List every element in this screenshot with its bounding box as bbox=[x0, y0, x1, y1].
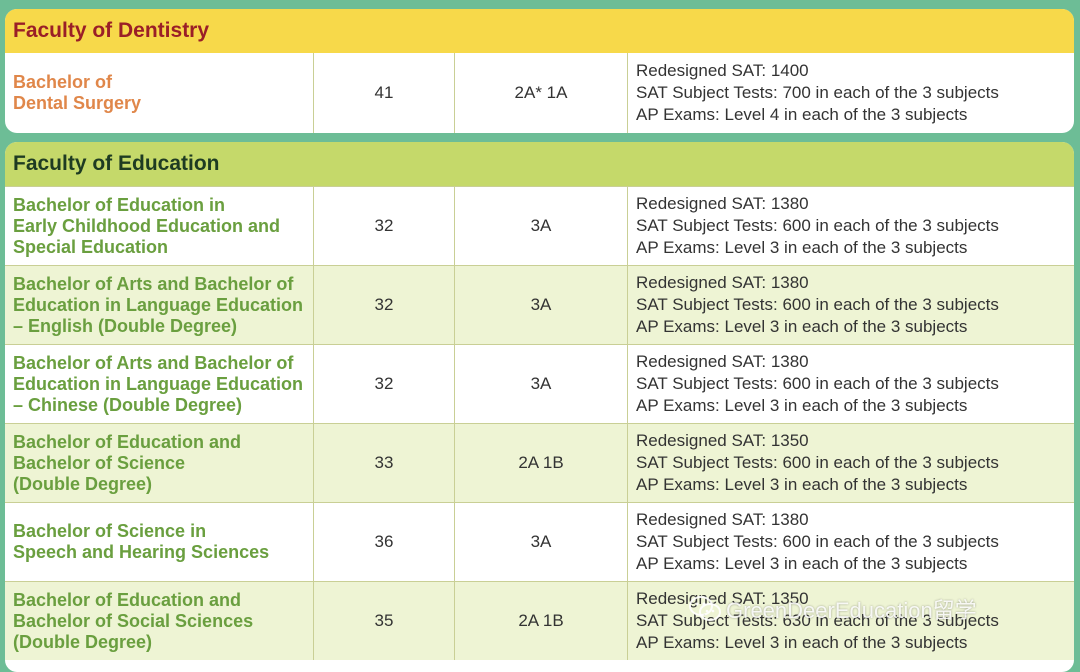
table-row: Bachelor of Education and Bachelor of Sc… bbox=[5, 423, 1074, 502]
sat-requirement: Redesigned SAT: 1380 bbox=[636, 273, 809, 292]
ib-score: 32 bbox=[314, 266, 455, 344]
faculty-title: Faculty of Education bbox=[5, 142, 1074, 186]
ib-score: 41 bbox=[314, 53, 455, 133]
ap-requirement: AP Exams: Level 3 in each of the 3 subje… bbox=[636, 396, 968, 415]
ib-score: 32 bbox=[314, 345, 455, 423]
faculty-dentistry-card: Faculty of Dentistry Bachelor of Dental … bbox=[5, 9, 1074, 133]
sat-requirement: Redesigned SAT: 1380 bbox=[636, 352, 809, 371]
sat-requirement: Redesigned SAT: 1350 bbox=[636, 589, 809, 608]
sat-subject-requirement: SAT Subject Tests: 630 in each of the 3 … bbox=[636, 611, 999, 630]
sat-subject-requirement: SAT Subject Tests: 600 in each of the 3 … bbox=[636, 374, 999, 393]
ib-score: 36 bbox=[314, 503, 455, 581]
sat-requirement: Redesigned SAT: 1400 bbox=[636, 61, 809, 80]
faculty-title: Faculty of Dentistry bbox=[5, 9, 1074, 53]
table-row: Bachelor of Arts and Bachelor of Educati… bbox=[5, 265, 1074, 344]
alevel-grades: 2A 1B bbox=[455, 424, 628, 502]
ap-requirement: AP Exams: Level 3 in each of the 3 subje… bbox=[636, 633, 968, 652]
programme-name: Bachelor of Arts and Bachelor of Educati… bbox=[5, 345, 314, 423]
table-row: Bachelor of Dental Surgery 41 2A* 1A Red… bbox=[5, 53, 1074, 133]
ap-requirement: AP Exams: Level 3 in each of the 3 subje… bbox=[636, 475, 968, 494]
sat-requirement: Redesigned SAT: 1380 bbox=[636, 194, 809, 213]
programme-name: Bachelor of Dental Surgery bbox=[5, 53, 314, 133]
us-requirements: Redesigned SAT: 1350 SAT Subject Tests: … bbox=[628, 424, 1074, 502]
alevel-grades: 2A* 1A bbox=[455, 53, 628, 133]
programme-name: Bachelor of Science in Speech and Hearin… bbox=[5, 503, 314, 581]
ib-score: 32 bbox=[314, 187, 455, 265]
ib-score: 35 bbox=[314, 582, 455, 660]
ap-requirement: AP Exams: Level 3 in each of the 3 subje… bbox=[636, 554, 968, 573]
sat-subject-requirement: SAT Subject Tests: 600 in each of the 3 … bbox=[636, 216, 999, 235]
sat-subject-requirement: SAT Subject Tests: 700 in each of the 3 … bbox=[636, 83, 999, 102]
us-requirements: Redesigned SAT: 1380 SAT Subject Tests: … bbox=[628, 266, 1074, 344]
us-requirements: Redesigned SAT: 1380 SAT Subject Tests: … bbox=[628, 345, 1074, 423]
alevel-grades: 3A bbox=[455, 345, 628, 423]
programme-name: Bachelor of Education and Bachelor of So… bbox=[5, 582, 314, 660]
alevel-grades: 3A bbox=[455, 503, 628, 581]
table-row: Bachelor of Arts and Bachelor of Educati… bbox=[5, 344, 1074, 423]
us-requirements: Redesigned SAT: 1380 SAT Subject Tests: … bbox=[628, 503, 1074, 581]
sat-requirement: Redesigned SAT: 1350 bbox=[636, 431, 809, 450]
table-row: Bachelor of Education in Early Childhood… bbox=[5, 186, 1074, 265]
sat-subject-requirement: SAT Subject Tests: 600 in each of the 3 … bbox=[636, 453, 999, 472]
ib-score: 33 bbox=[314, 424, 455, 502]
sat-subject-requirement: SAT Subject Tests: 600 in each of the 3 … bbox=[636, 532, 999, 551]
programme-name: Bachelor of Education and Bachelor of Sc… bbox=[5, 424, 314, 502]
ap-requirement: AP Exams: Level 4 in each of the 3 subje… bbox=[636, 105, 968, 124]
us-requirements: Redesigned SAT: 1350 SAT Subject Tests: … bbox=[628, 582, 1074, 660]
sat-subject-requirement: SAT Subject Tests: 600 in each of the 3 … bbox=[636, 295, 999, 314]
ap-requirement: AP Exams: Level 3 in each of the 3 subje… bbox=[636, 238, 968, 257]
programme-name: Bachelor of Arts and Bachelor of Educati… bbox=[5, 266, 314, 344]
faculty-education-card: Faculty of Education Bachelor of Educati… bbox=[5, 142, 1074, 672]
us-requirements: Redesigned SAT: 1380 SAT Subject Tests: … bbox=[628, 187, 1074, 265]
sat-requirement: Redesigned SAT: 1380 bbox=[636, 510, 809, 529]
alevel-grades: 3A bbox=[455, 266, 628, 344]
table-row: Bachelor of Science in Speech and Hearin… bbox=[5, 502, 1074, 581]
programme-name: Bachelor of Education in Early Childhood… bbox=[5, 187, 314, 265]
ap-requirement: AP Exams: Level 3 in each of the 3 subje… bbox=[636, 317, 968, 336]
table-row: Bachelor of Education and Bachelor of So… bbox=[5, 581, 1074, 660]
us-requirements: Redesigned SAT: 1400 SAT Subject Tests: … bbox=[628, 53, 1074, 133]
alevel-grades: 3A bbox=[455, 187, 628, 265]
alevel-grades: 2A 1B bbox=[455, 582, 628, 660]
